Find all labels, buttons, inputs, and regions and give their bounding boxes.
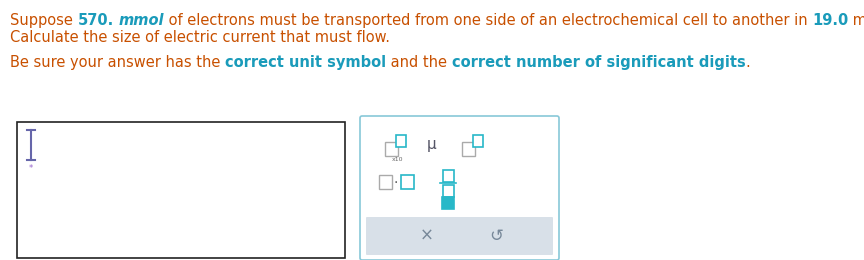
Text: μ: μ <box>427 137 437 152</box>
Bar <box>442 185 454 197</box>
Bar <box>17 122 345 258</box>
Bar <box>442 197 454 209</box>
Text: of electrons must be transported from one side of an electrochemical cell to ano: of electrons must be transported from on… <box>164 13 812 28</box>
Text: minutes.: minutes. <box>848 13 864 28</box>
Text: 570.: 570. <box>78 13 114 28</box>
Text: mmol: mmol <box>118 13 164 28</box>
Text: ↺: ↺ <box>490 227 504 245</box>
Bar <box>401 175 414 189</box>
Text: correct unit symbol: correct unit symbol <box>225 55 386 70</box>
Text: 19.0: 19.0 <box>812 13 848 28</box>
Bar <box>461 142 474 156</box>
Text: Be sure your answer has the: Be sure your answer has the <box>10 55 225 70</box>
Text: .: . <box>746 55 750 70</box>
Text: Calculate the size of electric current that must flow.: Calculate the size of electric current t… <box>10 30 390 45</box>
Text: correct number of significant digits: correct number of significant digits <box>452 55 746 70</box>
Text: *: * <box>29 164 33 173</box>
Bar <box>378 175 391 189</box>
Text: ×: × <box>419 227 433 245</box>
Bar <box>384 142 397 156</box>
Text: ·: · <box>394 176 398 190</box>
Bar <box>442 170 454 182</box>
Bar <box>396 135 406 147</box>
Text: and the: and the <box>386 55 452 70</box>
FancyBboxPatch shape <box>366 217 553 255</box>
Text: Suppose: Suppose <box>10 13 78 28</box>
FancyBboxPatch shape <box>360 116 559 260</box>
Bar <box>473 135 483 147</box>
Text: x10: x10 <box>392 157 403 162</box>
